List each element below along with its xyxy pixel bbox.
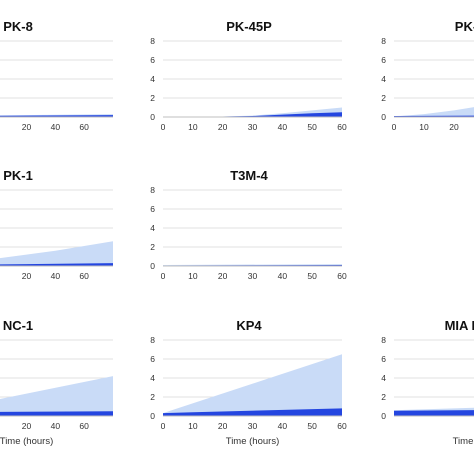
x-tick-label: 0 <box>161 271 166 281</box>
x-tick-label: 30 <box>248 122 258 132</box>
x-tick-label: 10 <box>188 122 198 132</box>
y-tick-label: 6 <box>381 354 386 364</box>
x-tick-label: 0 <box>392 122 397 132</box>
x-tick-label: 40 <box>278 122 288 132</box>
area-light <box>0 376 113 416</box>
y-tick-label: 0 <box>381 112 386 122</box>
x-tick-label: 20 <box>449 122 459 132</box>
y-tick-label: 4 <box>150 74 155 84</box>
y-tick-label: 6 <box>150 55 155 65</box>
x-tick-label: 60 <box>337 271 347 281</box>
x-tick-label: 50 <box>307 271 317 281</box>
y-tick-label: 0 <box>381 411 386 421</box>
chart-panel-1: 20 40 60 PK-8 <box>0 19 113 132</box>
x-tick-label: 20 <box>22 271 32 281</box>
chart-panel-4: 20 40 60 PK-1 <box>0 168 113 281</box>
y-tick-label: 2 <box>150 392 155 402</box>
area-light <box>0 241 113 266</box>
x-tick-label: 50 <box>307 421 317 431</box>
x-tick-label: 20 <box>218 122 228 132</box>
x-tick-label: 20 <box>218 271 228 281</box>
x-tick-label: 0 <box>161 122 166 132</box>
y-tick-label: 6 <box>150 354 155 364</box>
x-tick-label: 40 <box>278 421 288 431</box>
chart-panel-8: 0 2 4 6 8 Time MIA Pa <box>381 318 474 447</box>
y-tick-label: 8 <box>150 335 155 345</box>
panel-title: NC-1 <box>3 318 33 333</box>
y-tick-label: 4 <box>150 373 155 383</box>
y-tick-label: 0 <box>150 411 155 421</box>
panel-title: PK-45P <box>226 19 272 34</box>
area-light <box>163 354 342 416</box>
area-dark <box>394 410 474 416</box>
x-tick-label: 60 <box>337 421 347 431</box>
x-tick-label: 30 <box>248 271 258 281</box>
y-tick-label: 0 <box>150 261 155 271</box>
panel-title: PK- <box>455 19 474 34</box>
x-tick-label: 40 <box>51 122 61 132</box>
x-tick-label: 20 <box>22 421 32 431</box>
x-tick-label: 60 <box>79 421 89 431</box>
x-tick-label: 40 <box>278 271 288 281</box>
y-tick-label: 2 <box>150 242 155 252</box>
y-tick-label: 6 <box>381 55 386 65</box>
x-tick-label: 20 <box>218 421 228 431</box>
panel-title: PK-8 <box>3 19 33 34</box>
chart-panel-7: 0 2 4 6 8 0 10 20 30 40 50 60 Time (hours) KP4 <box>150 318 347 447</box>
chart-panel-5: 0 2 4 6 8 0 10 20 30 40 50 60 T3M-4 <box>150 168 347 281</box>
x-tick-label: 40 <box>51 271 61 281</box>
x-tick-label: 10 <box>188 271 198 281</box>
panel-title: MIA Pa <box>445 318 474 333</box>
x-axis-label: Time (hours) <box>0 436 53 447</box>
y-tick-label: 4 <box>381 373 386 383</box>
panel-title: PK-1 <box>3 168 33 183</box>
y-tick-label: 2 <box>381 392 386 402</box>
x-tick-label: 10 <box>188 421 198 431</box>
y-tick-label: 0 <box>150 112 155 122</box>
chart-panel-3: 0 2 4 6 8 0 10 20 PK- <box>381 19 474 132</box>
x-tick-label: 20 <box>22 122 32 132</box>
panel-title: KP4 <box>236 318 262 333</box>
area-dark <box>163 112 342 117</box>
x-tick-label: 50 <box>307 122 317 132</box>
area-dark <box>0 411 113 416</box>
x-axis-label: Time <box>453 436 474 447</box>
y-tick-label: 8 <box>381 335 386 345</box>
x-axis-label: Time (hours) <box>226 436 280 447</box>
y-tick-label: 4 <box>150 223 155 233</box>
y-tick-label: 2 <box>150 93 155 103</box>
x-tick-label: 10 <box>419 122 429 132</box>
x-tick-label: 40 <box>51 421 61 431</box>
y-tick-label: 2 <box>381 93 386 103</box>
x-tick-label: 0 <box>161 421 166 431</box>
chart-panel-2: 0 2 4 6 8 0 10 20 30 40 50 60 PK-45P <box>150 19 347 132</box>
y-tick-label: 8 <box>150 36 155 46</box>
area-dark <box>163 408 342 416</box>
y-tick-label: 4 <box>381 74 386 84</box>
y-tick-label: 8 <box>381 36 386 46</box>
area-dark <box>0 263 113 266</box>
chart-panel-6: 20 40 60 Time (hours) NC-1 <box>0 318 113 447</box>
y-tick-label: 6 <box>150 204 155 214</box>
y-tick-label: 8 <box>150 185 155 195</box>
x-tick-label: 60 <box>337 122 347 132</box>
x-tick-label: 30 <box>248 421 258 431</box>
panel-title: T3M-4 <box>230 168 268 183</box>
area-light <box>394 107 474 117</box>
x-tick-label: 60 <box>79 122 89 132</box>
x-tick-label: 60 <box>79 271 89 281</box>
